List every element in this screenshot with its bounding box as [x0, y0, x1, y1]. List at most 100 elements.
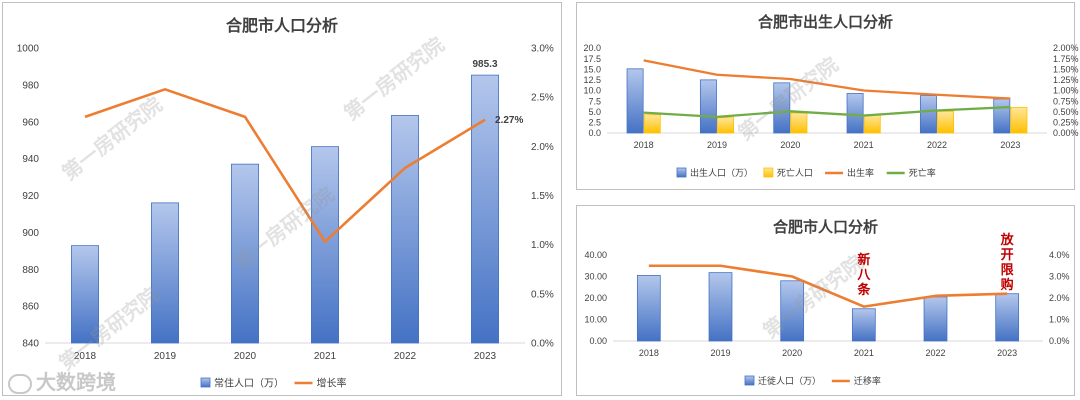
left-tick-label: 1000 [17, 44, 40, 55]
bar [919, 95, 937, 134]
x-tick-label: 2018 [634, 140, 654, 150]
bar [995, 293, 1020, 342]
bar [150, 202, 179, 344]
left-tick-label: 2.5 [588, 118, 601, 128]
bar [993, 98, 1011, 134]
left-tick-label: 940 [22, 154, 39, 165]
legend-label: 迁徙人口（万） [758, 375, 821, 386]
migration-chart-panel: 合肥市人口分析 0.00 10.00 20.00 30.00 40.00 0.0% 1.0%… [576, 205, 1075, 396]
bar [937, 110, 955, 134]
bar [230, 163, 259, 344]
right-tick-label: 0.0% [531, 339, 554, 350]
legend-label: 死亡人口 [777, 167, 813, 178]
x-tick-label: 2023 [997, 348, 1017, 358]
left-tick-label: 5.0 [588, 107, 601, 117]
bar [923, 296, 948, 342]
birth-chart-panel: 合肥市出生人口分析 0.0 2.5 5.0 7.5 10.0 12.5 15.0 17.5 20… [576, 2, 1079, 190]
population-chart-panel: 合肥市人口分析 840 860 880 900 920 940 960 980 1000 0.0%… [2, 2, 562, 396]
data-label: 985.3 [472, 59, 497, 70]
bar [310, 146, 339, 344]
bar [699, 79, 717, 134]
population-chart: 840 860 880 900 920 940 960 980 1000 0.0% 0.5% 1.0%… [17, 44, 554, 390]
bar [708, 272, 733, 342]
x-tick-label: 2023 [1000, 140, 1020, 150]
series-line [648, 264, 1008, 308]
x-tick-label: 2020 [780, 140, 800, 150]
legend-label: 增长率 [317, 377, 347, 390]
series-line [84, 88, 486, 244]
bar [71, 245, 100, 344]
x-tick-label: 2018 [74, 351, 97, 362]
left-tick-label: 840 [22, 339, 39, 350]
left-tick-label: 20.0 [583, 43, 601, 53]
series-line [643, 59, 1011, 100]
right-tick-label: 0.0% [1049, 336, 1070, 346]
right-tick-label: 0.50% [1053, 107, 1079, 117]
bar [636, 275, 661, 342]
bar [851, 308, 876, 342]
right-tick-label: 0.5% [531, 289, 554, 300]
right-tick-label: 2.00% [1053, 43, 1079, 53]
x-tick-label: 2021 [314, 351, 337, 362]
bar [846, 93, 864, 134]
x-tick-label: 2020 [782, 348, 802, 358]
legend-label: 死亡率 [909, 167, 936, 178]
x-tick-label: 2022 [394, 351, 417, 362]
right-tick-label: 2.0% [531, 142, 554, 153]
birth-chart: 0.02.55.07.510.012.515.017.520.0 0.00%0.2… [583, 43, 1079, 178]
annotation-label: 新 [857, 252, 870, 267]
bar [626, 68, 644, 134]
x-tick-label: 2019 [154, 351, 177, 362]
bar [863, 114, 881, 134]
annotation-label: 开 [1001, 247, 1014, 262]
left-tick-label: 17.5 [583, 54, 601, 64]
left-tick-label: 15.0 [583, 64, 601, 74]
chart-title: 合肥市人口分析 [772, 219, 878, 236]
chart-title: 合肥市人口分析 [225, 18, 338, 35]
x-tick-label: 2020 [234, 351, 257, 362]
left-tick-label: 0.00 [589, 336, 607, 346]
left-tick-label: 920 [22, 191, 39, 202]
annotation-label: 购 [1001, 277, 1014, 292]
left-tick-label: 40.00 [584, 250, 607, 260]
left-tick-label: 10.0 [583, 86, 601, 96]
annotation-label: 条 [857, 282, 871, 297]
x-tick-label: 2018 [639, 348, 659, 358]
bar [643, 114, 661, 134]
right-tick-label: 2.5% [531, 93, 554, 104]
right-tick-label: 4.0% [1049, 250, 1070, 260]
bar [773, 82, 791, 134]
legend-label: 出生率 [847, 167, 874, 178]
legend-label: 迁移率 [854, 375, 881, 386]
right-tick-label: 1.0% [1049, 315, 1070, 325]
bar [390, 115, 419, 344]
x-tick-label: 2023 [474, 351, 497, 362]
x-tick-label: 2022 [927, 140, 947, 150]
right-tick-label: 1.25% [1053, 75, 1079, 85]
bar [1010, 107, 1028, 134]
left-tick-label: 880 [22, 265, 39, 276]
brand-icon [8, 373, 32, 394]
legend-swatch [200, 377, 211, 388]
right-tick-label: 3.0% [531, 44, 554, 55]
chart-title: 合肥市出生人口分析 [757, 14, 893, 31]
right-tick-label: 2.0% [1049, 293, 1070, 303]
bar [790, 112, 808, 134]
left-tick-label: 960 [22, 117, 39, 128]
left-tick-label: 0.0 [588, 128, 601, 138]
left-tick-label: 980 [22, 80, 39, 91]
right-tick-label: 1.5% [531, 191, 554, 202]
left-tick-label: 30.00 [584, 272, 607, 282]
left-tick-label: 12.5 [583, 75, 601, 85]
bar [717, 117, 735, 134]
right-tick-label: 0.00% [1053, 128, 1079, 138]
migration-chart: 0.00 10.00 20.00 30.00 40.00 0.0% 1.0% 2.0% 3.0%… [584, 232, 1070, 386]
annotation-label: 八 [856, 267, 871, 282]
bar [470, 74, 499, 344]
data-label: 2.27% [495, 115, 523, 126]
right-tick-label: 0.25% [1053, 118, 1079, 128]
left-tick-label: 10.00 [584, 315, 607, 325]
legend-swatch [676, 167, 687, 178]
left-tick-label: 20.00 [584, 293, 607, 303]
legend-swatch [744, 375, 755, 386]
